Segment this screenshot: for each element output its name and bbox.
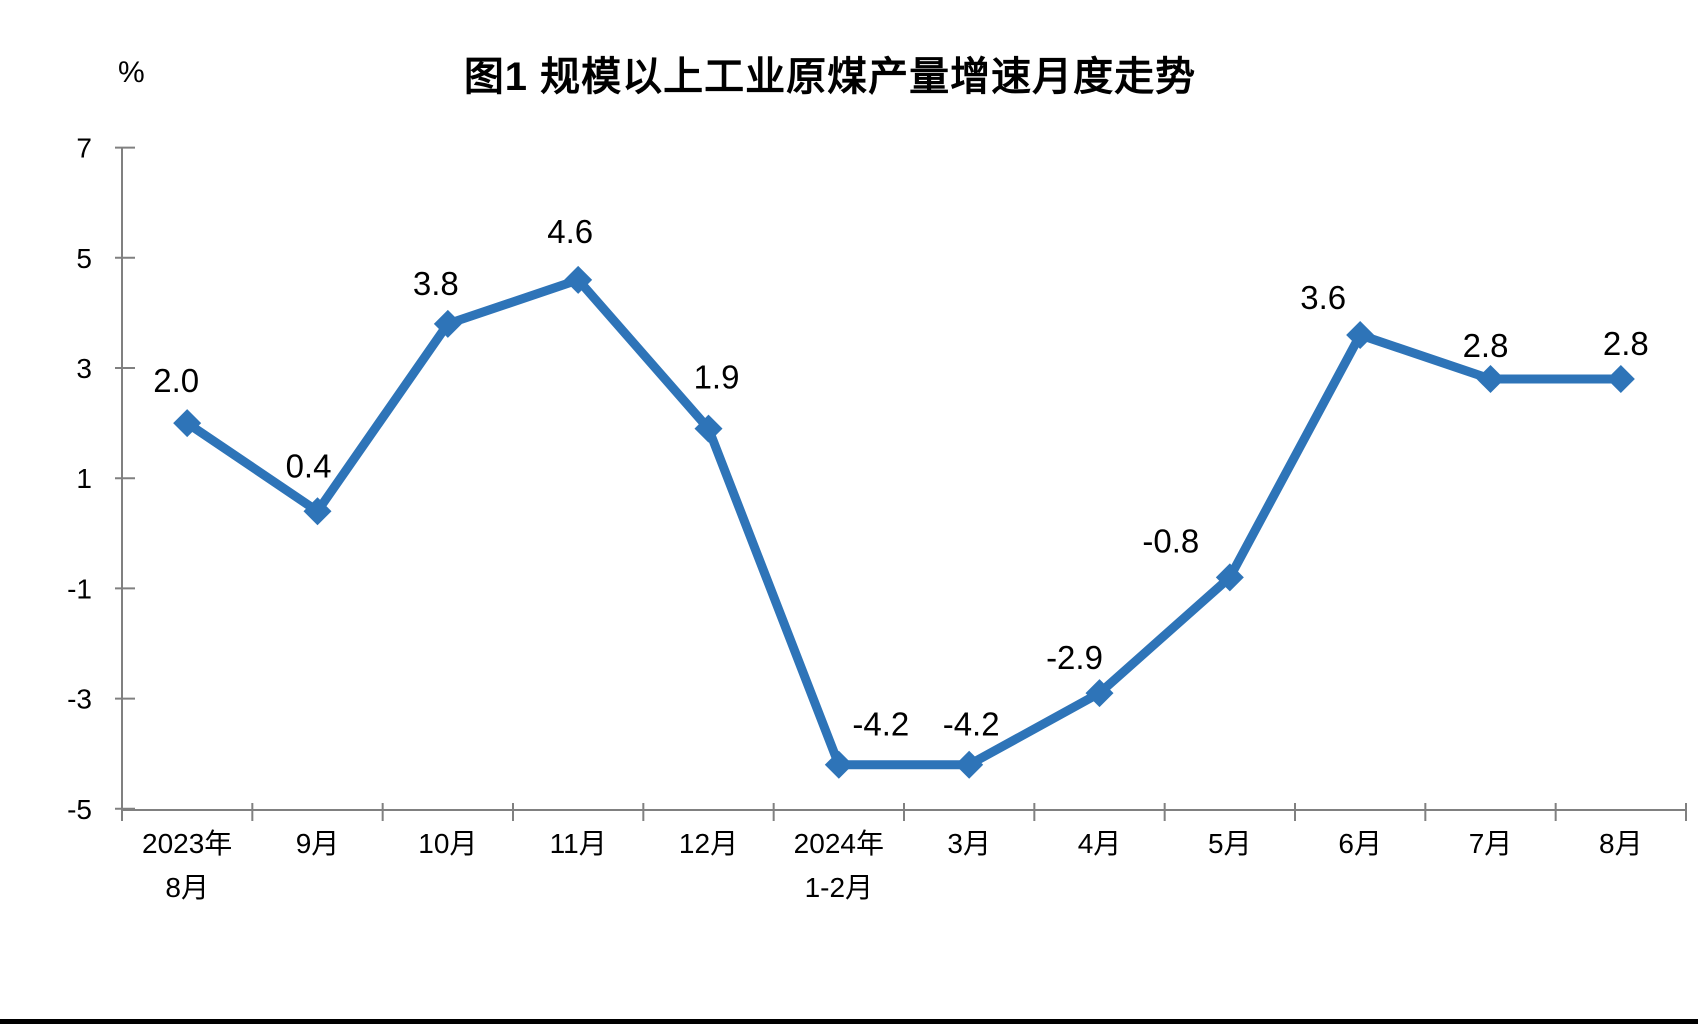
data-point-label: -0.8 bbox=[1142, 522, 1199, 559]
data-point-marker bbox=[564, 265, 593, 294]
y-axis-unit-label: % bbox=[118, 56, 145, 89]
data-point-label: 3.8 bbox=[413, 265, 459, 302]
x-axis-tick-label: 12月 bbox=[679, 828, 738, 859]
x-axis-tick-label: 7月 bbox=[1469, 828, 1513, 859]
data-point-label: 2.8 bbox=[1603, 325, 1649, 362]
y-axis-tick-label: 7 bbox=[76, 133, 92, 164]
data-point-label: -4.2 bbox=[943, 706, 1000, 743]
data-point-label: 2.0 bbox=[153, 362, 199, 399]
data-point-label: 4.6 bbox=[547, 213, 593, 250]
y-axis-tick-label: -1 bbox=[67, 573, 92, 604]
data-point-label: 2.8 bbox=[1463, 327, 1509, 364]
y-axis-tick-label: 3 bbox=[76, 353, 92, 384]
y-axis-tick-label: -5 bbox=[67, 794, 92, 825]
chart-title: 图1 规模以上工业原煤产量增速月度走势 bbox=[463, 55, 1197, 99]
y-axis-tick-label: 5 bbox=[76, 243, 92, 274]
data-point-marker bbox=[1085, 679, 1114, 708]
x-axis-tick-label: 6月 bbox=[1338, 828, 1382, 859]
page-divider bbox=[0, 1019, 1698, 1024]
data-point-marker bbox=[303, 497, 332, 526]
y-axis-tick-label: 1 bbox=[76, 463, 92, 494]
series-line bbox=[182, 275, 1626, 770]
y-axis-tick-label: -3 bbox=[67, 684, 92, 715]
x-axis-tick-label: 1-2月 bbox=[805, 872, 873, 903]
x-axis-tick-label: 10月 bbox=[418, 828, 477, 859]
data-point-marker bbox=[955, 750, 984, 779]
x-axis-tick-label: 8月 bbox=[1599, 828, 1643, 859]
data-point-marker bbox=[1215, 563, 1244, 592]
x-axis-tick-label: 8月 bbox=[165, 872, 209, 903]
x-axis-tick-label: 5月 bbox=[1208, 828, 1252, 859]
data-point-marker bbox=[1606, 365, 1635, 394]
data-point-marker bbox=[1346, 320, 1375, 349]
data-point-marker bbox=[1476, 365, 1505, 394]
data-point-marker bbox=[694, 414, 723, 443]
data-point-label: 3.6 bbox=[1300, 279, 1346, 316]
data-point-marker bbox=[173, 409, 202, 438]
data-point-label: 1.9 bbox=[694, 359, 740, 396]
x-axis-tick-label: 3月 bbox=[947, 828, 991, 859]
x-axis-tick-label: 11月 bbox=[550, 828, 607, 859]
data-point-label: -4.2 bbox=[852, 706, 909, 743]
x-axis-tick-label: 2023年 bbox=[142, 828, 232, 859]
x-axis-tick-label: 4月 bbox=[1078, 828, 1122, 859]
data-point-label: 0.4 bbox=[286, 447, 332, 484]
data-point-label: -2.9 bbox=[1046, 639, 1103, 676]
x-axis-tick-label: 9月 bbox=[296, 828, 340, 859]
data-point-marker bbox=[433, 309, 462, 338]
x-axis-tick-label: 2024年 bbox=[794, 828, 884, 859]
data-point-marker bbox=[824, 750, 853, 779]
